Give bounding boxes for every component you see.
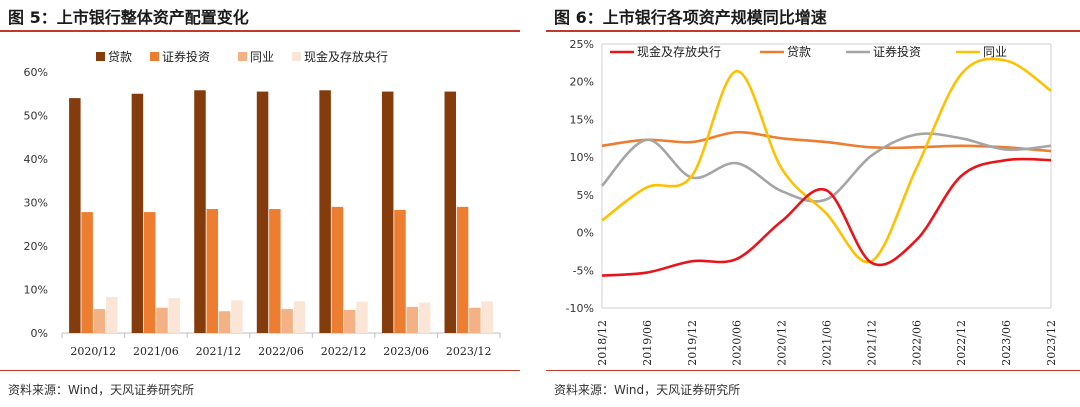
x-tick-label: 2020/06 [731,320,744,366]
x-tick-label: 2023/06 [383,345,429,358]
bar [218,311,231,333]
line-chart-panel: 图 6：上市银行各项资产规模同比增速 -10% -5% 0% 5% 10% 15% 20% 2… [546,0,1080,407]
y-tick-label: 5% [577,189,594,202]
x-tick-label: 2021/12 [196,345,242,358]
x-tick-label: 2022/06 [258,345,304,358]
bar [481,301,493,333]
x-tick-label: 2023/12 [446,345,492,358]
bar [168,298,181,333]
bar [343,309,356,333]
line-chart-source: 资料来源：Wind，天风证券研究所 [554,383,741,397]
title-divider [0,30,520,32]
y-tick-label: 20% [570,76,594,89]
bar [81,212,93,333]
bar [331,206,344,333]
bar-chart-panel: 图 5：上市银行整体资产配置变化 0% 10% 20% 30% 40% 50% 60% 202… [0,0,520,407]
bar [256,91,269,333]
bar [406,306,419,333]
title-divider [546,30,1080,32]
legend-label: 同业 [983,45,1007,59]
x-tick-label: 2021/06 [821,320,834,366]
legend-swatch [96,52,105,61]
y-tick-label: 15% [570,113,594,126]
bar [231,300,243,333]
x-tick-label: 2021/12 [865,320,878,366]
x-tick-label: 2020/12 [70,345,116,358]
legend-label: 证券投资 [162,49,210,64]
y-tick-label: 25% [570,38,594,51]
bar [206,209,219,333]
legend-label: 现金及存放央行 [304,49,388,64]
y-tick-label: 10% [570,151,594,164]
bar [269,209,281,333]
bar-chart-source: 资料来源：Wind，天风证券研究所 [8,383,195,397]
bar [456,206,469,333]
x-tick-label: 2022/12 [955,320,968,366]
y-tick-label: -5% [573,264,594,277]
y-tick-label: 60% [24,66,48,79]
bar [281,309,293,333]
y-tick-label: 0% [31,327,48,340]
x-tick-label: 2023/12 [1045,320,1058,366]
bar [105,296,118,333]
legend-swatch [238,52,247,61]
series-line [601,57,1052,264]
bar [469,307,481,333]
x-tick-label: 2018/12 [596,320,609,366]
bar [93,309,106,333]
footer-divider [0,370,520,371]
bar [319,90,331,334]
legend-label: 贷款 [787,45,811,59]
y-tick-label: 50% [24,110,48,123]
x-tick-label: 2019/06 [641,320,654,366]
footer-divider [546,370,1080,371]
series-line [601,130,1052,153]
line-chart-title: 图 6：上市银行各项资产规模同比增速 [554,8,827,27]
x-tick-label: 2022/12 [321,345,367,358]
y-tick-label: 20% [24,240,48,253]
x-tick-label: 2022/06 [910,320,923,366]
bar [194,90,206,334]
legend-swatch [292,52,301,61]
legend-swatch [150,52,159,61]
series-line [601,132,1052,203]
bar [131,93,144,333]
y-tick-label: 30% [24,197,48,210]
bar [381,91,394,333]
y-tick-label: -10% [566,302,594,315]
x-tick-label: 2023/06 [1000,320,1013,366]
bar-chart-title: 图 5：上市银行整体资产配置变化 [8,8,249,27]
legend-label: 贷款 [108,50,132,64]
y-tick-label: 0% [577,227,594,240]
x-tick-label: 2019/12 [686,320,699,366]
x-tick-label: 2020/12 [776,320,789,366]
x-tick-label: 2021/06 [133,345,179,358]
bar [418,302,431,333]
y-tick-label: 10% [24,284,48,297]
bar [69,98,81,333]
bar [293,301,306,333]
bar [444,91,457,333]
bar [356,301,368,333]
bar [156,307,168,333]
y-tick-label: 40% [24,153,48,166]
line-chart: -10% -5% 0% 5% 10% 15% 20% 25% 2018/12 2019/06 201… [566,38,1058,366]
bar-chart: 0% 10% 20% 30% 40% 50% 60% 2020/12 2021/06 2021/1… [24,49,501,358]
legend-label: 现金及存放央行 [637,44,721,59]
bar [143,212,156,333]
series-line [601,157,1052,277]
bar [394,209,406,333]
legend-label: 证券投资 [873,44,921,59]
legend-label: 同业 [250,50,274,64]
